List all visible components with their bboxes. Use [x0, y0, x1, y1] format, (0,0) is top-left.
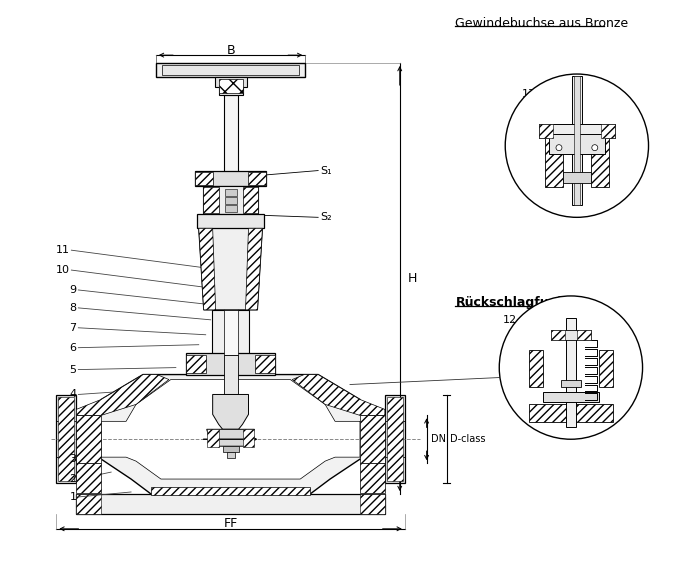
Text: 9: 9	[69, 285, 77, 295]
Polygon shape	[213, 394, 249, 429]
Text: 3: 3	[69, 454, 77, 464]
Bar	[77, 494, 385, 514]
Bar	[539, 124, 615, 138]
Polygon shape	[245, 228, 263, 310]
Bar	[186, 354, 206, 373]
Bar	[212, 310, 250, 354]
Polygon shape	[143, 374, 157, 385]
Bar	[156, 63, 305, 77]
Bar	[574, 76, 580, 205]
Bar	[77, 494, 101, 514]
Circle shape	[505, 74, 648, 217]
Bar	[56, 395, 77, 483]
Bar	[543, 393, 599, 402]
Text: 11: 11	[55, 245, 70, 255]
Bar	[162, 65, 299, 75]
Bar	[219, 79, 243, 93]
Polygon shape	[77, 374, 385, 494]
Bar	[549, 134, 605, 154]
Circle shape	[556, 145, 562, 151]
Polygon shape	[207, 429, 254, 446]
Bar	[224, 310, 238, 354]
Bar	[77, 463, 101, 493]
Polygon shape	[77, 374, 169, 415]
Bar	[219, 87, 243, 95]
Bar	[599, 350, 613, 387]
Text: Gewindebuchse aus Bronze: Gewindebuchse aus Bronze	[455, 17, 629, 30]
Text: 8: 8	[69, 303, 77, 313]
Text: Rückschlagfunktion: Rückschlagfunktion	[455, 296, 594, 310]
Bar	[360, 494, 385, 514]
Bar	[360, 463, 385, 493]
Bar	[203, 187, 259, 215]
Bar	[566, 318, 576, 427]
Polygon shape	[199, 228, 215, 310]
Bar	[215, 77, 247, 87]
Text: S₁: S₁	[320, 166, 332, 176]
Text: 10: 10	[55, 265, 70, 275]
Bar	[227, 452, 235, 458]
Bar	[551, 330, 591, 340]
Text: DN: DN	[431, 434, 445, 444]
Polygon shape	[199, 228, 263, 310]
Polygon shape	[292, 374, 385, 415]
Bar	[197, 215, 264, 228]
Text: 2: 2	[69, 474, 77, 484]
Text: D-class: D-class	[450, 434, 486, 444]
Polygon shape	[101, 380, 360, 479]
Bar	[243, 187, 259, 213]
Bar	[207, 429, 219, 447]
Bar	[224, 205, 236, 212]
Text: 7: 7	[69, 323, 77, 333]
Bar	[243, 429, 254, 447]
Text: S₂: S₂	[320, 212, 332, 222]
Bar	[194, 172, 213, 185]
Circle shape	[499, 296, 643, 439]
Bar	[561, 380, 581, 387]
Text: H: H	[408, 271, 417, 284]
Bar	[249, 172, 266, 185]
Bar	[360, 415, 385, 463]
Text: 12: 12	[503, 315, 517, 325]
Bar	[601, 124, 615, 138]
Bar	[186, 353, 275, 374]
Bar	[539, 124, 553, 138]
Bar	[224, 197, 236, 204]
Text: FF: FF	[224, 517, 238, 530]
Bar	[385, 395, 405, 483]
Text: 5: 5	[69, 365, 77, 374]
Text: 1: 1	[69, 492, 77, 502]
Bar	[224, 354, 238, 394]
Bar	[77, 415, 101, 463]
Bar	[577, 330, 591, 340]
Bar	[222, 446, 238, 452]
Bar	[59, 397, 75, 481]
Bar	[194, 171, 266, 187]
Text: 13: 13	[522, 89, 536, 99]
Bar	[256, 354, 275, 373]
Bar	[151, 487, 310, 495]
Bar	[591, 128, 608, 187]
Bar	[529, 350, 543, 387]
Bar	[563, 172, 591, 183]
Bar	[224, 189, 236, 196]
Bar	[545, 128, 563, 187]
Bar	[551, 330, 565, 340]
Bar	[572, 76, 582, 205]
Text: 4: 4	[69, 389, 77, 399]
Bar	[203, 187, 219, 213]
Text: 6: 6	[69, 343, 77, 353]
Bar	[529, 405, 613, 422]
Circle shape	[592, 145, 598, 151]
Bar	[387, 397, 403, 481]
Bar	[224, 95, 238, 354]
Text: B: B	[227, 44, 235, 57]
